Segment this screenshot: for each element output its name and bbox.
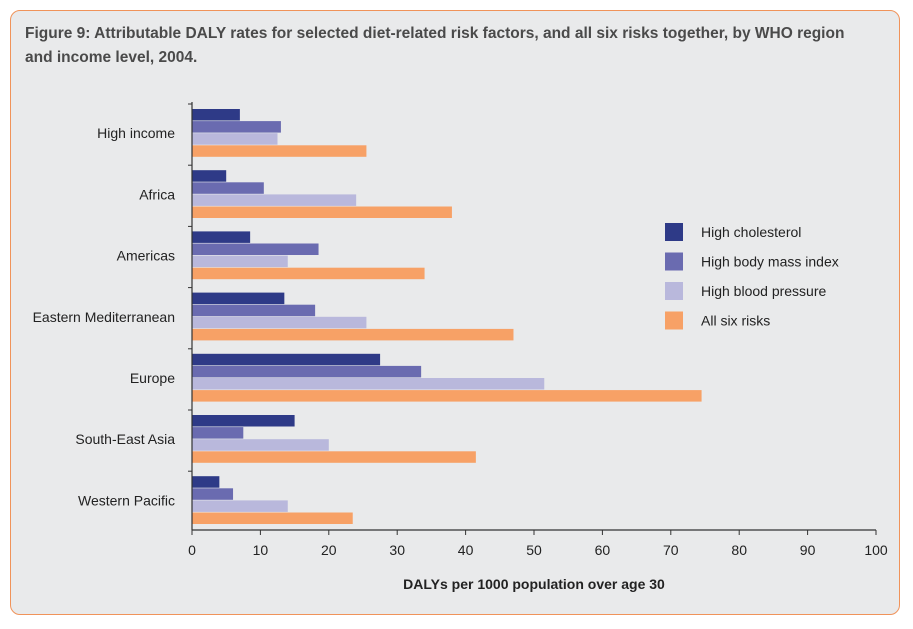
- figure-panel: [10, 10, 900, 615]
- bar-2-3: [192, 316, 367, 329]
- bar-3-0: [192, 145, 367, 157]
- legend-label: High body mass index: [701, 254, 839, 270]
- chart-title: Figure 9: Attributable DALY rates for se…: [25, 25, 845, 66]
- bar-0-0: [192, 109, 240, 121]
- legend-label: All six risks: [701, 313, 770, 329]
- bar-1-5: [192, 427, 244, 439]
- bar-3-1: [192, 206, 452, 218]
- legend-swatch: [665, 311, 683, 330]
- x-tick-label: 90: [800, 542, 816, 558]
- legend-label: High blood pressure: [701, 283, 827, 299]
- x-tick-label: 80: [731, 542, 747, 558]
- bar-2-1: [192, 194, 357, 206]
- bar-2-4: [192, 378, 545, 390]
- x-tick-label: 10: [253, 542, 269, 558]
- x-tick-label: 50: [526, 542, 542, 558]
- legend-swatch: [665, 223, 683, 241]
- category-label: Africa: [139, 186, 175, 202]
- bar-0-5: [192, 415, 295, 427]
- x-tick-label: 20: [321, 542, 337, 558]
- bar-0-2: [192, 231, 251, 243]
- bar-2-2: [192, 255, 288, 268]
- bar-3-3: [192, 328, 514, 341]
- legend-label: High cholesterol: [701, 224, 801, 240]
- bar-1-3: [192, 304, 316, 317]
- bar-1-6: [192, 488, 234, 500]
- bar-1-2: [192, 243, 319, 255]
- x-tick-label: 100: [864, 542, 888, 558]
- bar-2-6: [192, 500, 288, 512]
- x-tick-label: 30: [389, 542, 405, 558]
- x-tick-label: 70: [663, 542, 679, 558]
- x-tick-label: 0: [188, 542, 196, 558]
- bar-3-4: [192, 390, 702, 402]
- bar-0-3: [192, 292, 285, 305]
- category-label: South-East Asia: [75, 431, 175, 447]
- category-label: Europe: [130, 370, 175, 386]
- x-tick-label: 40: [458, 542, 474, 558]
- legend-swatch: [665, 282, 683, 300]
- bar-1-0: [192, 121, 281, 133]
- bar-3-2: [192, 267, 425, 280]
- bar-0-4: [192, 353, 381, 366]
- category-label: High income: [97, 125, 175, 141]
- legend-swatch: [665, 252, 683, 271]
- category-label: Eastern Mediterranean: [33, 309, 175, 325]
- bar-3-5: [192, 451, 476, 463]
- bar-2-0: [192, 133, 278, 145]
- bar-0-1: [192, 170, 227, 182]
- bar-1-1: [192, 182, 264, 194]
- bar-1-4: [192, 365, 422, 378]
- category-label: Western Pacific: [78, 492, 175, 508]
- category-label: Americas: [117, 248, 175, 264]
- x-tick-label: 60: [595, 542, 611, 558]
- bar-2-5: [192, 439, 329, 451]
- x-axis-label: DALYs per 1000 population over age 30: [403, 576, 665, 592]
- bar-0-6: [192, 476, 220, 488]
- bar-3-6: [192, 512, 353, 524]
